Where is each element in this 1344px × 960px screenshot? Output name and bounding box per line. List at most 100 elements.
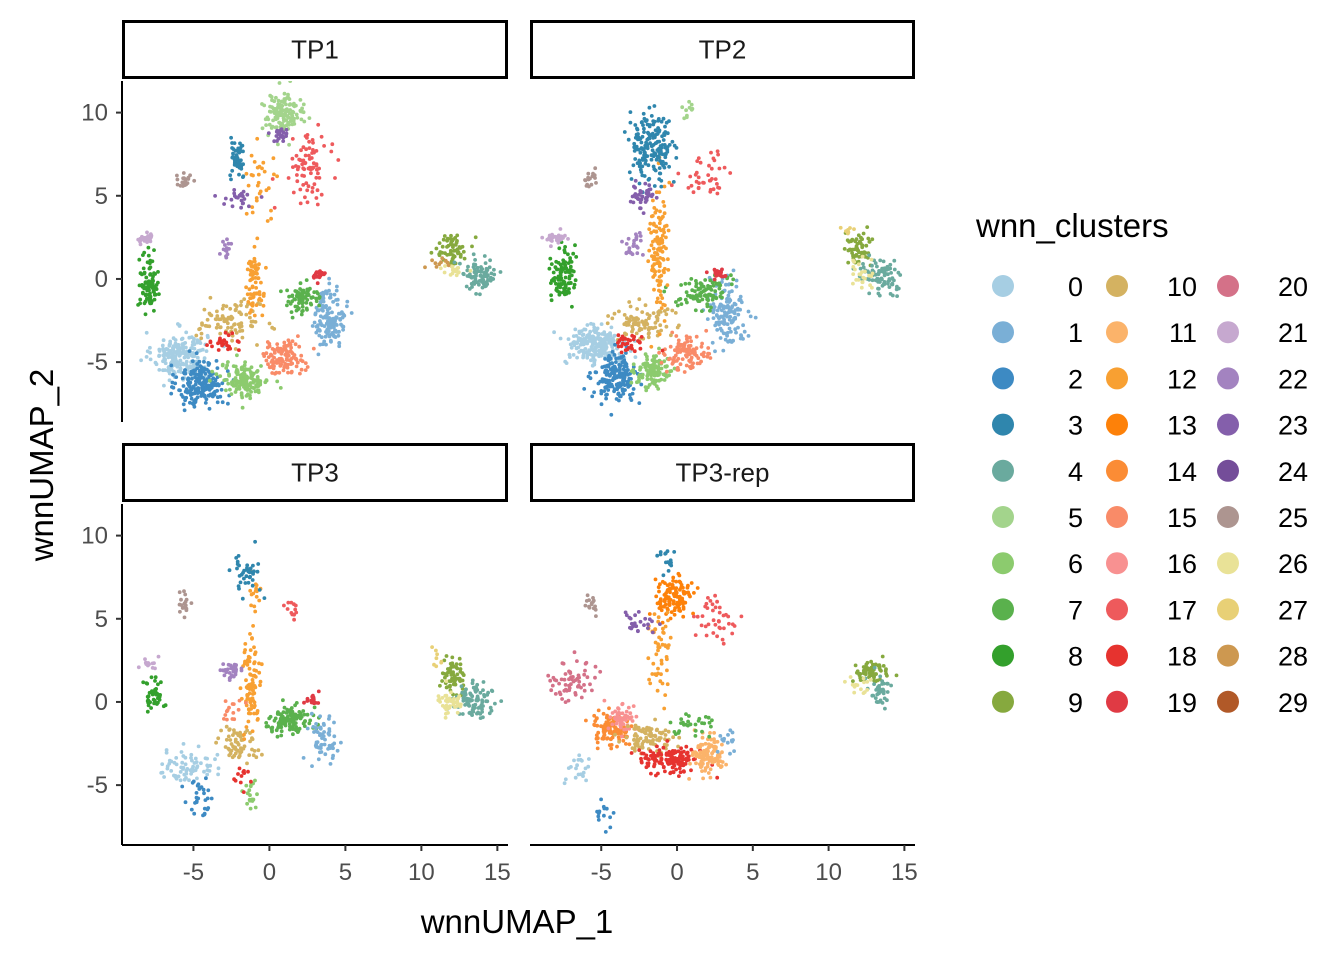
data-point	[202, 769, 206, 774]
data-point	[707, 163, 711, 168]
data-point	[326, 326, 331, 330]
data-point	[449, 673, 454, 677]
data-point	[340, 324, 345, 328]
facet-strip	[122, 20, 508, 79]
data-point	[666, 761, 670, 765]
data-point	[602, 337, 607, 341]
data-point	[473, 280, 478, 285]
data-point	[304, 181, 309, 186]
data-point	[607, 706, 611, 711]
data-point	[661, 351, 666, 356]
data-point	[276, 360, 281, 365]
data-point	[604, 351, 609, 356]
data-point	[187, 335, 192, 340]
data-point	[860, 280, 865, 284]
data-point	[712, 746, 717, 751]
data-point	[303, 195, 307, 200]
data-point	[316, 122, 321, 127]
data-point	[472, 262, 476, 267]
data-point	[242, 297, 247, 301]
data-point	[234, 387, 239, 392]
data-point	[235, 566, 239, 571]
data-point	[250, 276, 255, 281]
data-point	[458, 704, 463, 709]
data-point	[604, 378, 609, 383]
data-point	[285, 288, 289, 293]
data-point	[597, 341, 602, 346]
data-point	[709, 150, 713, 155]
data-point	[651, 239, 655, 244]
data-point	[195, 387, 200, 391]
data-point	[246, 300, 251, 304]
data-point	[633, 178, 638, 183]
data-point	[237, 563, 242, 568]
data-point	[586, 374, 591, 379]
data-point	[434, 648, 438, 653]
data-point	[290, 715, 294, 719]
data-point	[694, 179, 699, 184]
data-point	[643, 154, 648, 159]
data-point	[242, 769, 246, 773]
data-point	[627, 300, 632, 304]
data-point	[675, 345, 680, 350]
data-point	[593, 330, 597, 335]
data-point	[706, 173, 711, 178]
data-point	[236, 163, 241, 167]
data-point	[229, 742, 234, 746]
data-point	[262, 596, 267, 600]
data-point	[478, 712, 483, 716]
data-point	[581, 332, 586, 337]
data-point	[626, 372, 630, 377]
data-point	[337, 344, 342, 349]
data-point	[661, 302, 666, 307]
data-point	[674, 300, 678, 304]
data-point	[617, 739, 621, 744]
data-point	[203, 394, 207, 399]
data-point	[661, 765, 666, 770]
data-point	[700, 742, 705, 747]
data-point	[256, 748, 261, 753]
data-point	[666, 257, 670, 262]
data-point	[255, 369, 260, 373]
data-point	[657, 346, 661, 351]
data-point	[264, 358, 269, 363]
data-point	[858, 272, 863, 277]
data-point	[221, 662, 226, 666]
data-point	[159, 680, 163, 685]
data-point	[310, 138, 315, 142]
data-point	[591, 171, 595, 176]
data-point	[720, 750, 724, 755]
data-point	[624, 364, 629, 369]
x-tick-label: -5	[183, 859, 204, 886]
data-point	[559, 282, 564, 287]
data-point	[266, 724, 270, 729]
data-point	[321, 734, 326, 738]
data-point	[254, 303, 259, 307]
data-point	[553, 692, 558, 696]
data-point	[576, 336, 581, 341]
data-point	[313, 701, 318, 705]
data-point	[589, 358, 593, 363]
data-point	[247, 204, 251, 209]
data-point	[638, 346, 643, 351]
data-point	[250, 578, 255, 582]
data-point	[470, 678, 475, 683]
data-point	[329, 149, 334, 154]
data-point	[665, 307, 670, 312]
data-point	[720, 737, 725, 742]
data-point	[736, 325, 740, 330]
data-point	[311, 140, 315, 145]
data-point	[703, 715, 708, 719]
data-point	[613, 732, 617, 737]
data-point	[266, 362, 270, 367]
data-point	[265, 345, 270, 350]
data-point	[608, 715, 613, 719]
data-point	[705, 302, 710, 307]
data-point	[182, 615, 187, 620]
data-point	[458, 662, 463, 667]
data-point	[701, 284, 706, 289]
data-point	[189, 771, 194, 776]
data-point	[895, 284, 899, 289]
data-point	[583, 668, 587, 673]
data-point	[305, 188, 310, 193]
